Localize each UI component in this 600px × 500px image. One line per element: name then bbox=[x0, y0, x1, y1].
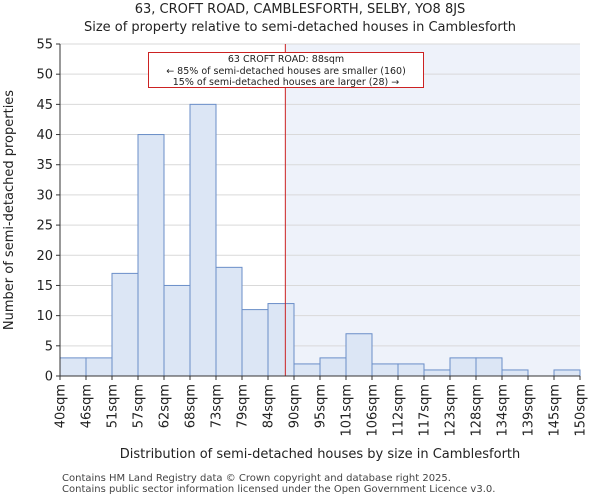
x-tick-label-57sqm: 57sqm bbox=[132, 384, 147, 428]
bar-62sqm bbox=[163, 284, 191, 377]
x-tick-label-134sqm: 134sqm bbox=[496, 384, 511, 437]
x-tick-label-73sqm: 73sqm bbox=[210, 384, 225, 428]
y-tick-label: 55 bbox=[36, 38, 53, 53]
bar-101sqm bbox=[345, 333, 373, 377]
x-tick-label-139sqm: 139sqm bbox=[522, 384, 537, 437]
bar-73sqm bbox=[215, 266, 243, 377]
x-tick-label-62sqm: 62sqm bbox=[158, 384, 173, 428]
bar-68sqm bbox=[189, 103, 217, 377]
bar-46sqm bbox=[85, 357, 113, 377]
x-tick-label-90sqm: 90sqm bbox=[288, 384, 303, 428]
bar-106sqm bbox=[371, 363, 399, 377]
bar-90sqm bbox=[293, 363, 321, 377]
x-tick-label-101sqm: 101sqm bbox=[340, 384, 355, 437]
x-tick-label-46sqm: 46sqm bbox=[80, 384, 95, 428]
y-tick-label: 25 bbox=[36, 219, 53, 234]
y-tick-label: 0 bbox=[45, 370, 53, 385]
bar-123sqm bbox=[449, 357, 477, 377]
bar-128sqm bbox=[475, 357, 503, 377]
y-tick-label: 10 bbox=[36, 309, 53, 324]
bar-145sqm bbox=[553, 369, 581, 377]
x-tick-label-150sqm: 150sqm bbox=[574, 384, 589, 437]
x-tick-label-68sqm: 68sqm bbox=[184, 384, 199, 428]
chart-subtitle: Size of property relative to semi-detach… bbox=[83, 20, 517, 35]
y-tick-label: 50 bbox=[36, 68, 53, 83]
bar-51sqm bbox=[111, 272, 139, 377]
x-tick-label-112sqm: 112sqm bbox=[392, 384, 407, 437]
annotation-line-2: ← 85% of semi-detached houses are smalle… bbox=[166, 65, 406, 77]
y-tick-label: 30 bbox=[36, 188, 53, 203]
bar-57sqm bbox=[137, 134, 165, 377]
x-tick-label-145sqm: 145sqm bbox=[548, 384, 563, 437]
y-tick-label: 5 bbox=[45, 339, 53, 354]
bar-40sqm bbox=[59, 357, 87, 377]
larger-region-shade bbox=[285, 44, 580, 376]
x-axis-title: Distribution of semi-detached houses by … bbox=[120, 447, 521, 462]
x-tick-label-40sqm: 40sqm bbox=[54, 384, 69, 428]
x-tick-label-128sqm: 128sqm bbox=[470, 384, 485, 437]
x-tick-label-79sqm: 79sqm bbox=[236, 384, 251, 428]
x-tick-label-51sqm: 51sqm bbox=[106, 384, 121, 428]
bar-79sqm bbox=[241, 309, 269, 377]
footer-line-2: Contains public sector information licen… bbox=[62, 484, 496, 495]
x-tick-label-123sqm: 123sqm bbox=[444, 384, 459, 437]
bar-95sqm bbox=[319, 357, 347, 377]
y-tick-label: 45 bbox=[36, 98, 53, 113]
y-tick-label: 20 bbox=[36, 249, 53, 264]
bar-117sqm bbox=[423, 369, 451, 377]
chart-title: 63, CROFT ROAD, CAMBLESFORTH, SELBY, YO8… bbox=[134, 2, 466, 17]
bar-84sqm bbox=[267, 303, 295, 377]
y-axis-title: Number of semi-detached properties bbox=[2, 90, 17, 330]
x-tick-label-106sqm: 106sqm bbox=[366, 384, 381, 437]
annotation-line-1: 63 CROFT ROAD: 88sqm bbox=[227, 54, 345, 65]
x-tick-label-95sqm: 95sqm bbox=[314, 384, 329, 428]
bar-112sqm bbox=[397, 363, 425, 377]
annotation-line-3: 15% of semi-detached houses are larger (… bbox=[172, 77, 400, 88]
bar-134sqm bbox=[501, 369, 529, 377]
y-tick-label: 40 bbox=[36, 128, 53, 143]
y-tick-label: 35 bbox=[36, 158, 53, 173]
property-annotation: 63 CROFT ROAD: 88sqm ← 85% of semi-detac… bbox=[148, 52, 424, 88]
x-tick-label-117sqm: 117sqm bbox=[418, 384, 433, 437]
y-tick-label: 15 bbox=[36, 279, 53, 294]
x-tick-label-84sqm: 84sqm bbox=[262, 384, 277, 428]
footer-line-1: Contains HM Land Registry data © Crown c… bbox=[62, 473, 451, 484]
